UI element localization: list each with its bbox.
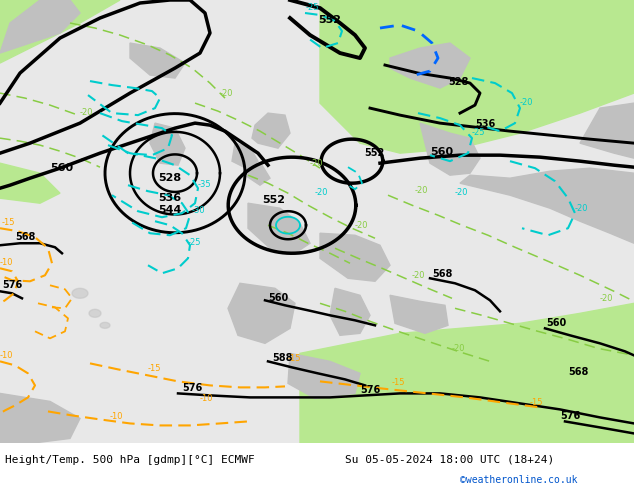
Text: -20: -20 — [600, 294, 614, 303]
Polygon shape — [390, 295, 448, 333]
Text: 552: 552 — [318, 15, 342, 25]
Polygon shape — [100, 322, 110, 328]
Text: -20: -20 — [310, 159, 323, 168]
Polygon shape — [320, 233, 390, 281]
Text: -15: -15 — [148, 365, 162, 373]
Text: -10: -10 — [0, 258, 13, 267]
Text: Su 05-05-2024 18:00 UTC (18+24): Su 05-05-2024 18:00 UTC (18+24) — [345, 455, 554, 465]
Text: 568: 568 — [432, 270, 453, 279]
Text: -15: -15 — [530, 398, 543, 407]
Text: 576: 576 — [560, 412, 580, 421]
Polygon shape — [232, 143, 258, 169]
Text: 576: 576 — [182, 383, 202, 393]
Text: -20: -20 — [412, 271, 425, 280]
Text: 576: 576 — [2, 280, 22, 290]
Polygon shape — [420, 123, 480, 175]
Text: -30: -30 — [192, 206, 205, 215]
Polygon shape — [580, 103, 634, 158]
Polygon shape — [252, 113, 290, 148]
Polygon shape — [288, 353, 360, 398]
Text: 568: 568 — [15, 232, 36, 242]
Text: -10: -10 — [110, 413, 124, 421]
Text: ©weatheronline.co.uk: ©weatheronline.co.uk — [460, 475, 578, 485]
Text: -20: -20 — [415, 186, 429, 195]
Text: -35: -35 — [198, 180, 212, 189]
Text: 560: 560 — [546, 318, 566, 328]
Text: -20: -20 — [575, 204, 588, 213]
Text: 588: 588 — [272, 353, 292, 364]
Polygon shape — [0, 0, 120, 63]
Text: -15: -15 — [288, 354, 302, 364]
Text: 560: 560 — [268, 294, 288, 303]
Text: -25: -25 — [306, 3, 320, 12]
Text: -15: -15 — [392, 378, 406, 388]
Text: 544: 544 — [158, 205, 182, 215]
Polygon shape — [330, 288, 370, 335]
Text: -20: -20 — [80, 108, 93, 117]
Text: -20: -20 — [452, 344, 465, 353]
Text: -20: -20 — [455, 188, 469, 197]
Text: -25: -25 — [472, 128, 486, 137]
Text: 560: 560 — [430, 147, 453, 157]
Text: -10: -10 — [200, 394, 214, 403]
Polygon shape — [300, 303, 634, 443]
Text: 528: 528 — [448, 77, 469, 87]
Polygon shape — [228, 283, 295, 343]
Polygon shape — [390, 43, 470, 88]
Text: -20: -20 — [315, 188, 328, 197]
Polygon shape — [248, 203, 310, 253]
Polygon shape — [0, 0, 634, 443]
Text: 552: 552 — [262, 195, 285, 205]
Text: -20: -20 — [220, 89, 233, 98]
Text: 568: 568 — [568, 368, 588, 377]
Polygon shape — [245, 161, 270, 185]
Text: -20: -20 — [520, 98, 533, 107]
Text: -15: -15 — [2, 218, 15, 227]
Polygon shape — [130, 43, 185, 78]
Polygon shape — [0, 0, 80, 53]
Text: -25: -25 — [188, 238, 202, 247]
Polygon shape — [72, 288, 88, 298]
Polygon shape — [460, 168, 634, 243]
Text: 576: 576 — [360, 386, 380, 395]
Polygon shape — [89, 309, 101, 318]
Text: 560: 560 — [50, 163, 73, 173]
Text: 536: 536 — [158, 193, 181, 203]
Polygon shape — [320, 0, 634, 153]
Polygon shape — [150, 123, 185, 165]
Text: Height/Temp. 500 hPa [gdmp][°C] ECMWF: Height/Temp. 500 hPa [gdmp][°C] ECMWF — [5, 455, 255, 465]
Text: 552: 552 — [364, 148, 384, 158]
Text: 528: 528 — [158, 173, 181, 183]
Polygon shape — [0, 393, 80, 443]
Text: -20: -20 — [355, 221, 368, 230]
Polygon shape — [0, 163, 60, 203]
Text: 536: 536 — [475, 119, 495, 129]
Text: -10: -10 — [0, 351, 13, 360]
